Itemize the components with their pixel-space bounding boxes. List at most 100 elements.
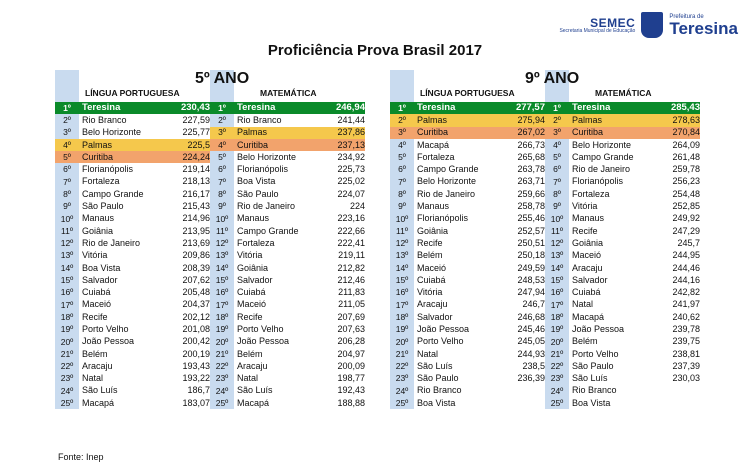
rank-cell: 4º bbox=[545, 138, 569, 152]
table-row: 1º Teresina 230,43 bbox=[55, 102, 210, 115]
city-cell: Rio de Janeiro bbox=[237, 201, 296, 212]
score-cell: 238,5 bbox=[522, 360, 545, 371]
city-cell: Florianópolis bbox=[237, 164, 289, 175]
city-cell: Maceió bbox=[237, 299, 267, 310]
city-cell: Macapá bbox=[572, 311, 605, 322]
rank-cell: 22º bbox=[210, 360, 234, 373]
table-row: 9º Manaus 258,78 bbox=[390, 200, 545, 213]
rank-cell: 21º bbox=[210, 347, 234, 361]
city-cell: Salvador bbox=[572, 274, 608, 285]
city-cell: Rio Branco bbox=[237, 114, 282, 125]
city-cell: Goiânia bbox=[417, 225, 449, 236]
score-cell: 277,57 bbox=[515, 102, 545, 114]
score-cell: 219,14 bbox=[182, 164, 210, 175]
score-cell: 214,96 bbox=[182, 213, 210, 224]
rank-cell: 12º bbox=[210, 237, 234, 250]
city-cell: Rio de Janeiro bbox=[572, 164, 631, 175]
rank-cell: 12º bbox=[55, 237, 79, 250]
table-row: 13º Maceió 244,95 bbox=[545, 249, 700, 262]
table-row: 3º Curitiba 270,84 bbox=[545, 126, 700, 139]
table-row: 13º Vitória 209,86 bbox=[55, 249, 210, 262]
city-cell: São Luís bbox=[572, 373, 608, 384]
subject-label-lp: LÍNGUA PORTUGUESA bbox=[85, 88, 180, 98]
rank-cell: 24º bbox=[210, 384, 234, 398]
city-cell: Vitória bbox=[237, 250, 263, 261]
table-row: 2º Rio Branco 227,59 bbox=[55, 114, 210, 127]
city-cell: Teresina bbox=[237, 102, 276, 114]
table-row: 14º Goiânia 212,82 bbox=[210, 261, 365, 275]
city-cell: São Paulo bbox=[417, 373, 459, 384]
score-cell: 249,59 bbox=[517, 262, 545, 273]
rank-cell: 23º bbox=[55, 372, 79, 385]
city-cell: Curitiba bbox=[82, 151, 114, 162]
city-cell: Florianópolis bbox=[82, 164, 134, 175]
score-cell: 252,57 bbox=[517, 225, 545, 236]
city-cell: Goiânia bbox=[237, 262, 269, 273]
city-cell: São Paulo bbox=[572, 360, 614, 371]
rank-cell: 11º bbox=[210, 224, 234, 238]
rank-cell: 1º bbox=[545, 102, 569, 115]
rank-cell: 19º bbox=[55, 323, 79, 336]
rank-cell: 2º bbox=[545, 114, 569, 127]
city-cell: Campo Grande bbox=[417, 164, 479, 175]
table-row: 11º Goiânia 213,95 bbox=[55, 224, 210, 238]
rank-cell: 13º bbox=[55, 249, 79, 262]
score-cell: 206,28 bbox=[337, 336, 365, 347]
city-cell: Macapá bbox=[237, 397, 270, 408]
grade-title: 5º ANO bbox=[195, 70, 250, 87]
city-cell: João Pessoa bbox=[572, 323, 625, 334]
city-cell: Palmas bbox=[82, 139, 113, 150]
rank-cell: 4º bbox=[55, 138, 79, 152]
city-cell: São Paulo bbox=[237, 188, 279, 199]
city-cell: Teresina bbox=[82, 102, 121, 114]
score-cell: 244,95 bbox=[672, 250, 700, 261]
score-cell: 227,59 bbox=[182, 114, 210, 125]
city-cell: Belo Horizonte bbox=[572, 139, 632, 150]
score-cell: 246,94 bbox=[335, 102, 365, 114]
city-cell: Belém bbox=[237, 348, 263, 359]
table-row: 1º Teresina 285,43 bbox=[545, 102, 700, 115]
city-cell: Fortaleza bbox=[572, 188, 610, 199]
score-cell: 285,43 bbox=[670, 102, 700, 114]
rank-cell: 25º bbox=[55, 397, 79, 410]
subject-label-lp: LÍNGUA PORTUGUESA bbox=[420, 88, 515, 98]
city-cell: Palmas bbox=[417, 114, 448, 125]
score-cell: 244,46 bbox=[672, 262, 700, 273]
city-cell: Cuiabá bbox=[572, 287, 601, 298]
city-cell: Salvador bbox=[417, 311, 453, 322]
table-mt: 1º Teresina 246,94 2º Rio Branco 241,44 3º Palm… bbox=[210, 102, 365, 410]
score-cell: 215,43 bbox=[182, 201, 210, 212]
table-row: 24º Rio Branco bbox=[390, 384, 545, 398]
rank-cell: 10º bbox=[390, 212, 414, 225]
rank-cell: 9º bbox=[210, 200, 234, 213]
rank-cell: 13º bbox=[545, 249, 569, 262]
city-cell: São Paulo bbox=[82, 201, 124, 212]
score-cell: 222,66 bbox=[337, 225, 365, 236]
city-cell: Belo Horizonte bbox=[417, 176, 477, 187]
table-row: 8º Rio de Janeiro 259,66 bbox=[390, 188, 545, 201]
city-cell: Florianópolis bbox=[572, 176, 624, 187]
score-cell bbox=[505, 397, 545, 409]
subject-label-mt: MATEMÁTICA bbox=[260, 88, 317, 98]
table-row: 8º Campo Grande 216,17 bbox=[55, 188, 210, 201]
rank-cell: 3º bbox=[390, 126, 414, 139]
rank-cell: 18º bbox=[210, 311, 234, 324]
score-cell: 248,53 bbox=[517, 274, 545, 285]
table-row: 2º Rio Branco 241,44 bbox=[210, 114, 365, 127]
table-row: 17º Maceió 211,05 bbox=[210, 298, 365, 312]
rank-cell: 16º bbox=[55, 286, 79, 299]
rank-cell: 5º bbox=[390, 151, 414, 164]
city-cell: Belo Horizonte bbox=[82, 127, 142, 138]
table-row: 11º Campo Grande 222,66 bbox=[210, 224, 365, 238]
city-cell: Curitiba bbox=[572, 127, 604, 138]
rank-cell: 3º bbox=[55, 126, 79, 139]
rank-cell: 7º bbox=[390, 175, 414, 189]
table-row: 10º Florianópolis 255,46 bbox=[390, 212, 545, 225]
city-cell: Belém bbox=[82, 348, 108, 359]
city-cell: Rio Branco bbox=[417, 385, 462, 396]
table-row: 23º São Luís 230,03 bbox=[545, 372, 700, 385]
table-row: 19º Porto Velho 201,08 bbox=[55, 323, 210, 336]
score-cell: 241,97 bbox=[672, 299, 700, 310]
score-cell: 201,08 bbox=[182, 323, 210, 334]
city-cell: Porto Velho bbox=[237, 323, 284, 334]
